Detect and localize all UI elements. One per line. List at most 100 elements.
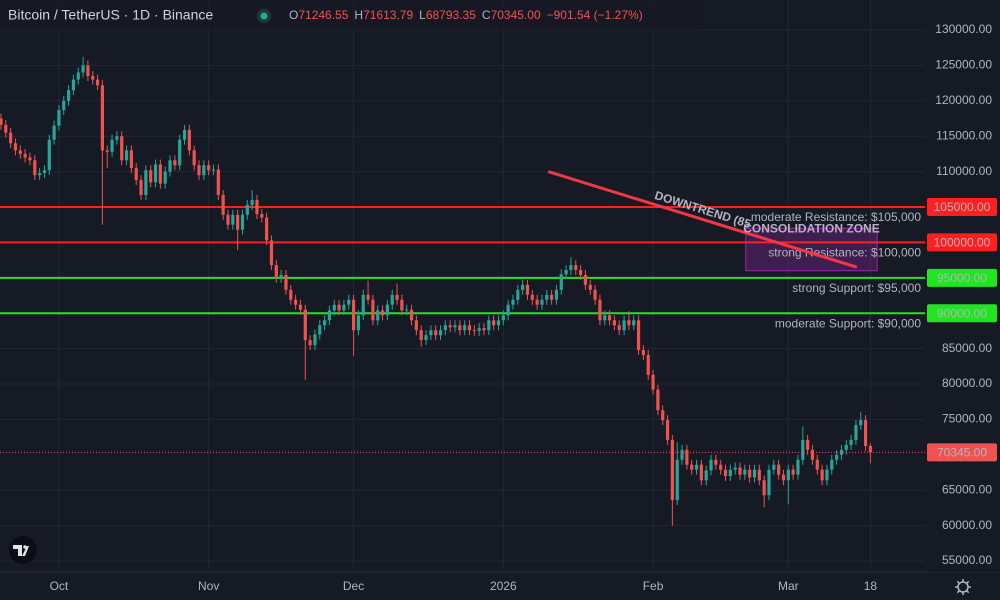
candle-body: [443, 325, 447, 331]
y-tick-label: 85000.00: [942, 341, 992, 355]
candle-body: [395, 294, 399, 300]
settings-gear[interactable]: [955, 579, 971, 595]
candle-body: [569, 265, 573, 271]
price-tag-label: 90000.00: [937, 306, 987, 320]
candle-body: [308, 340, 312, 346]
candle-body: [327, 310, 332, 321]
candle-body: [76, 72, 80, 80]
x-tick-label: Nov: [198, 579, 219, 593]
candle-body: [356, 315, 361, 331]
candle-body: [211, 169, 216, 171]
status-dot: [260, 12, 268, 20]
candle-body: [714, 459, 718, 465]
candle-body: [380, 310, 385, 316]
candle-body: [482, 328, 486, 331]
candle-body: [414, 320, 418, 331]
candle-body: [690, 464, 694, 470]
candle-body: [545, 294, 549, 300]
candle-body: [438, 330, 443, 336]
candle-body: [458, 325, 462, 331]
candle-body: [622, 320, 626, 331]
candle-body: [120, 136, 124, 161]
candle-body: [786, 469, 790, 481]
level-label: moderate Resistance: $105,000: [751, 210, 921, 224]
candle-body: [728, 469, 732, 477]
candle-body: [9, 132, 13, 144]
ohlc-value: 71613.79: [363, 8, 413, 22]
candle-body: [390, 294, 394, 305]
candle-body: [91, 76, 95, 80]
candle-body: [424, 335, 428, 341]
candle-body: [221, 194, 225, 215]
candle-body: [521, 284, 525, 290]
x-tick-label: Mar: [778, 579, 799, 593]
candle-body: [593, 289, 597, 300]
tv-logo[interactable]: [9, 536, 37, 564]
candle-body: [81, 65, 85, 73]
candle-body: [719, 464, 723, 470]
candle-body: [294, 299, 298, 305]
candle-body: [583, 274, 588, 285]
level-label: strong Resistance: $100,000: [768, 246, 921, 260]
candle-body: [636, 320, 641, 351]
candle-body: [149, 170, 153, 183]
candle-body: [670, 439, 674, 501]
x-tick-label: 2026: [490, 579, 517, 593]
candle-body: [245, 204, 249, 215]
x-tick-label: 18: [864, 579, 878, 593]
price-tag-label: 105000.00: [934, 200, 991, 214]
candle-body: [704, 470, 708, 481]
last-price-tag: [927, 443, 997, 462]
candle-body: [501, 315, 505, 321]
candle-body: [322, 320, 327, 326]
candle-body: [820, 469, 824, 481]
candle-body: [168, 160, 172, 172]
candle-body: [535, 299, 539, 305]
candle-body: [434, 330, 438, 336]
candle-body: [723, 469, 728, 477]
candle-body: [371, 299, 375, 321]
candle-body: [429, 330, 433, 336]
candle-body: [284, 274, 288, 290]
y-tick-label: 75000.00: [942, 412, 992, 426]
ohlc-legend: O71246.55 H71613.79 L68793.35 C70345.00 −901…: [289, 8, 643, 22]
candle-body: [801, 439, 805, 460]
candle-body: [42, 170, 47, 174]
candle-body: [863, 420, 868, 446]
candle-body: [854, 425, 858, 440]
candle-body: [492, 320, 496, 326]
candle-body: [134, 168, 138, 181]
candle-body: [240, 214, 245, 230]
candle-body: [810, 449, 815, 460]
legend-bg: [0, 2, 700, 30]
candle-body: [38, 173, 42, 176]
candle-body: [487, 320, 491, 331]
candle-body: [163, 171, 167, 184]
candle-body: [806, 439, 810, 450]
candle-body: [550, 294, 554, 300]
candle-body: [680, 449, 684, 460]
candle-body: [66, 90, 71, 101]
ohlc-key: L: [419, 8, 426, 22]
candle-body: [207, 165, 211, 171]
candle-body: [632, 320, 636, 326]
candle-body: [477, 328, 481, 331]
candle-body: [661, 410, 665, 421]
candle-body: [400, 299, 404, 311]
y-tick-label: 55000.00: [942, 553, 992, 567]
consolidation-zone: [745, 227, 878, 272]
candle-body: [255, 199, 259, 215]
change: −901.54 (−1.27%): [547, 8, 643, 22]
candle-body: [525, 284, 530, 295]
candle-body: [694, 464, 699, 470]
candle-body: [656, 389, 660, 411]
candle-body: [453, 325, 457, 328]
candle-body: [844, 444, 848, 450]
candle-body: [641, 350, 645, 355]
candle-body: [607, 315, 612, 321]
candle-body: [709, 459, 713, 471]
candle-body: [197, 165, 201, 176]
y-tick-label: 115000.00: [936, 128, 992, 142]
y-tick-label: 65000.00: [942, 482, 992, 496]
